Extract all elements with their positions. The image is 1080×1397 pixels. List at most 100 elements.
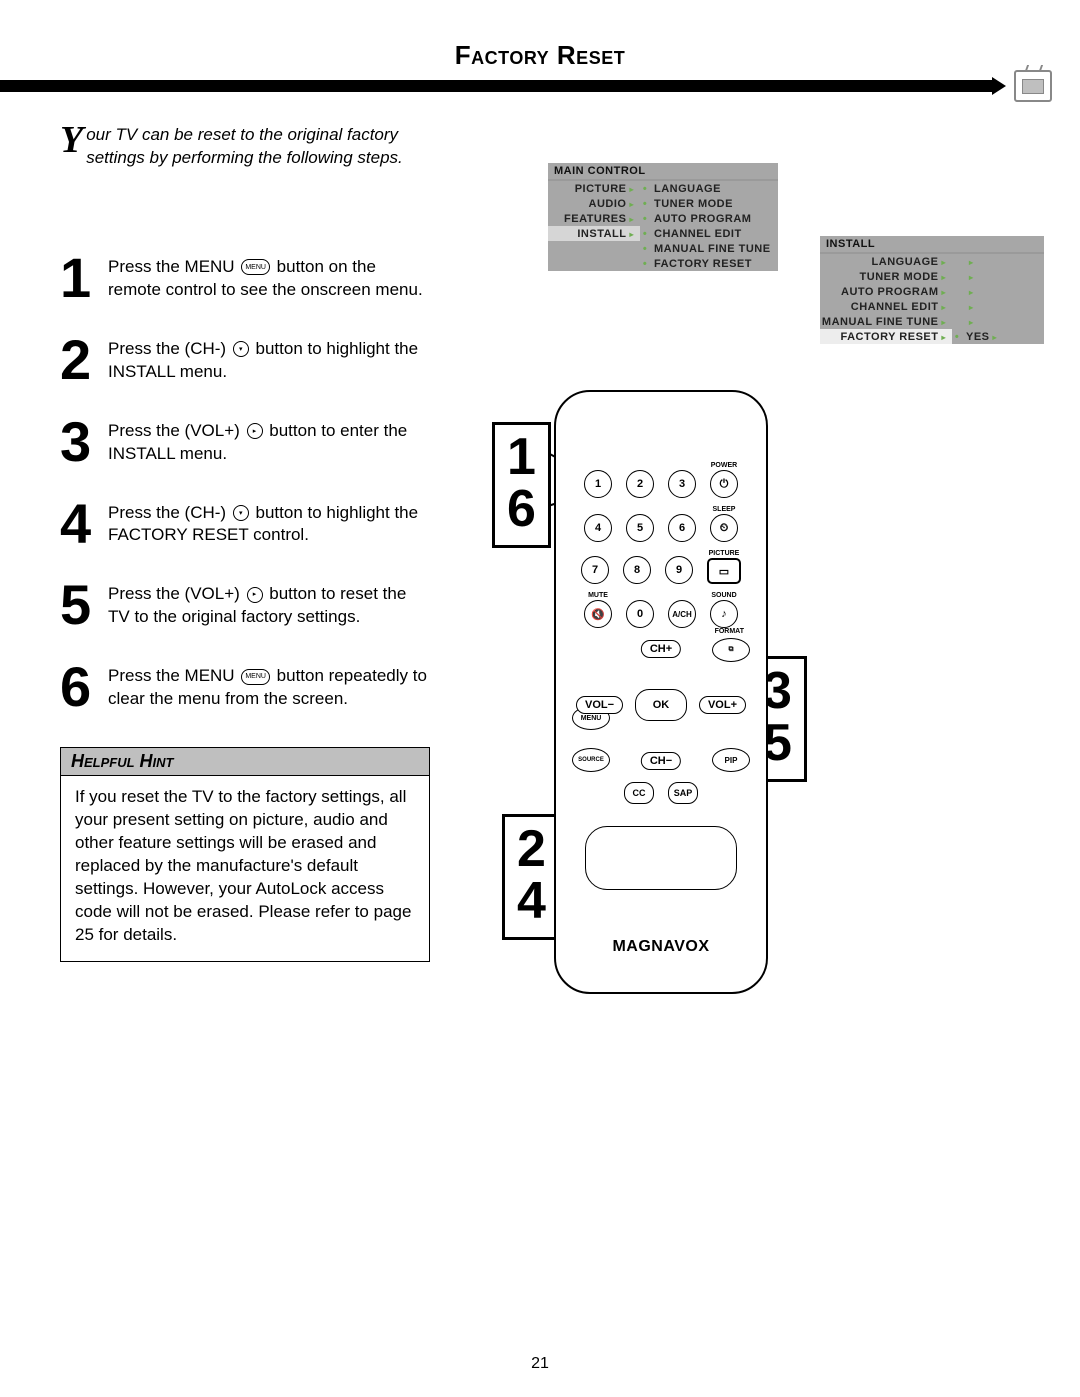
step-number: 5: [60, 583, 98, 629]
step-number: 1: [60, 256, 98, 302]
remote-btn-picture[interactable]: ▭: [707, 558, 741, 584]
hint-title: Helpful Hint: [61, 748, 429, 776]
callout-1-6: 16: [492, 422, 551, 548]
step-body: Press the MENU MENU button on the remote…: [108, 256, 430, 302]
remote-btn-sap[interactable]: SAP: [668, 782, 698, 804]
osd-install-head: INSTALL: [820, 236, 1044, 254]
remote-btn-source[interactable]: SOURCE: [572, 748, 610, 772]
page-title: Factory Reset: [0, 40, 1080, 71]
page-title-text: Factory Reset: [455, 40, 625, 70]
remote-blank-pad: [585, 826, 737, 890]
osd-main-subitem: •LANGUAGE: [640, 181, 771, 196]
intro-text: Your TV can be reset to the original fac…: [60, 124, 430, 170]
remote-btn-mute[interactable]: 🔇: [584, 600, 612, 628]
remote-btn-ok[interactable]: OK: [635, 689, 687, 721]
inline-button-icon: MENU: [241, 669, 270, 685]
remote-btn-6[interactable]: 6: [668, 514, 696, 542]
remote-btn-7[interactable]: 7: [581, 556, 609, 584]
remote-btn-format[interactable]: ⧉: [712, 638, 750, 662]
osd-install-item: CHANNEL EDIT: [820, 299, 952, 314]
remote-brand: MAGNAVOX: [612, 938, 709, 956]
osd-install-value: [952, 314, 1006, 329]
page-number: 21: [0, 1355, 1080, 1373]
osd-main-subitem: •FACTORY RESET: [640, 256, 771, 271]
remote-btn-9[interactable]: 9: [665, 556, 693, 584]
osd-main-item: FEATURES: [548, 211, 640, 226]
remote-btn-vol-up[interactable]: VOL+: [699, 696, 746, 714]
remote-btn-0[interactable]: 0: [626, 600, 654, 628]
osd-install-value: •YES: [952, 329, 1006, 344]
instructions-column: Your TV can be reset to the original fac…: [60, 124, 430, 962]
remote-btn-2[interactable]: 2: [626, 470, 654, 498]
header-arrow: [992, 77, 1006, 95]
remote-label-power: POWER: [711, 462, 737, 469]
osd-install-item: TUNER MODE: [820, 269, 952, 284]
remote-control: 1 2 3 POWER⏻ 4 5 6 SLEEP⏲ 7 8 9 PICTURE▭: [554, 390, 768, 994]
remote-btn-cc[interactable]: CC: [624, 782, 654, 804]
step-body: Press the (VOL+) ▸ button to reset the T…: [108, 583, 430, 629]
remote-btn-vol-down[interactable]: VOL−: [576, 696, 623, 714]
remote-btn-power[interactable]: ⏻: [710, 470, 738, 498]
remote-btn-pip[interactable]: PIP: [712, 748, 750, 772]
osd-main-item: INSTALL: [548, 226, 640, 241]
inline-button-icon: ▸: [247, 423, 263, 439]
remote-label-mute: MUTE: [588, 592, 608, 599]
step-5: 5Press the (VOL+) ▸ button to reset the …: [60, 583, 430, 629]
step-body: Press the (CH-) ▾ button to highlight th…: [108, 338, 430, 384]
step-body: Press the (VOL+) ▸ button to enter the I…: [108, 420, 430, 466]
osd-main-head: MAIN CONTROL: [548, 163, 778, 181]
step-3: 3Press the (VOL+) ▸ button to enter the …: [60, 420, 430, 466]
remote-btn-sleep[interactable]: ⏲: [710, 514, 738, 542]
hint-body: If you reset the TV to the factory setti…: [61, 776, 429, 961]
inline-button-icon: ▾: [233, 505, 249, 521]
step-1: 1Press the MENU MENU button on the remot…: [60, 256, 430, 302]
osd-main-subitem: •AUTO PROGRAM: [640, 211, 771, 226]
step-number: 4: [60, 502, 98, 548]
remote-btn-ach[interactable]: A/CH: [668, 600, 696, 628]
remote-label-format: FORMAT: [715, 628, 744, 635]
remote-btn-3[interactable]: 3: [668, 470, 696, 498]
osd-main-item: PICTURE: [548, 181, 640, 196]
osd-install-value: [952, 299, 1006, 314]
osd-install-item: FACTORY RESET: [820, 329, 952, 344]
osd-install-menu: INSTALL LANGUAGETUNER MODEAUTO PROGRAMCH…: [820, 236, 1044, 344]
intro-dropcap: Y: [60, 124, 83, 156]
remote-label-picture: PICTURE: [709, 550, 740, 557]
step-number: 3: [60, 420, 98, 466]
osd-main-subitem: •MANUAL FINE TUNE: [640, 241, 771, 256]
step-number: 2: [60, 338, 98, 384]
step-body: Press the (CH-) ▾ button to highlight th…: [108, 502, 430, 548]
remote-btn-1[interactable]: 1: [584, 470, 612, 498]
step-4: 4Press the (CH-) ▾ button to highlight t…: [60, 502, 430, 548]
osd-main-subitem: •TUNER MODE: [640, 196, 771, 211]
osd-install-item: MANUAL FINE TUNE: [820, 314, 952, 329]
osd-install-value: [952, 284, 1006, 299]
remote-nav-pad: FORMAT MENU ⧉ SOURCE PIP CH+ CH− VOL− VO…: [576, 640, 746, 770]
hint-box: Helpful Hint If you reset the TV to the …: [60, 747, 430, 962]
remote-btn-sound[interactable]: ♪: [710, 600, 738, 628]
osd-main-subitem: •CHANNEL EDIT: [640, 226, 771, 241]
remote-btn-ch-up[interactable]: CH+: [641, 640, 681, 658]
osd-install-item: AUTO PROGRAM: [820, 284, 952, 299]
step-6: 6Press the MENU MENU button repeatedly t…: [60, 665, 430, 711]
callout-2-4: 24: [502, 814, 561, 940]
osd-install-value: [952, 269, 1006, 284]
osd-main-item: AUDIO: [548, 196, 640, 211]
remote-label-sleep: SLEEP: [713, 506, 736, 513]
inline-button-icon: ▾: [233, 341, 249, 357]
steps-list: 1Press the MENU MENU button on the remot…: [60, 256, 430, 711]
header-rule: [0, 80, 992, 92]
remote-btn-4[interactable]: 4: [584, 514, 612, 542]
step-number: 6: [60, 665, 98, 711]
step-2: 2Press the (CH-) ▾ button to highlight t…: [60, 338, 430, 384]
step-body: Press the MENU MENU button repeatedly to…: [108, 665, 430, 711]
remote-btn-8[interactable]: 8: [623, 556, 651, 584]
remote-btn-5[interactable]: 5: [626, 514, 654, 542]
inline-button-icon: MENU: [241, 259, 270, 275]
remote-btn-ch-down[interactable]: CH−: [641, 752, 681, 770]
remote-label-sound: SOUND: [711, 592, 736, 599]
osd-install-item: LANGUAGE: [820, 254, 952, 269]
inline-button-icon: ▸: [247, 587, 263, 603]
page-header: Factory Reset: [0, 40, 1080, 95]
osd-main-menu: MAIN CONTROL PICTUREAUDIOFEATURESINSTALL…: [548, 163, 778, 271]
